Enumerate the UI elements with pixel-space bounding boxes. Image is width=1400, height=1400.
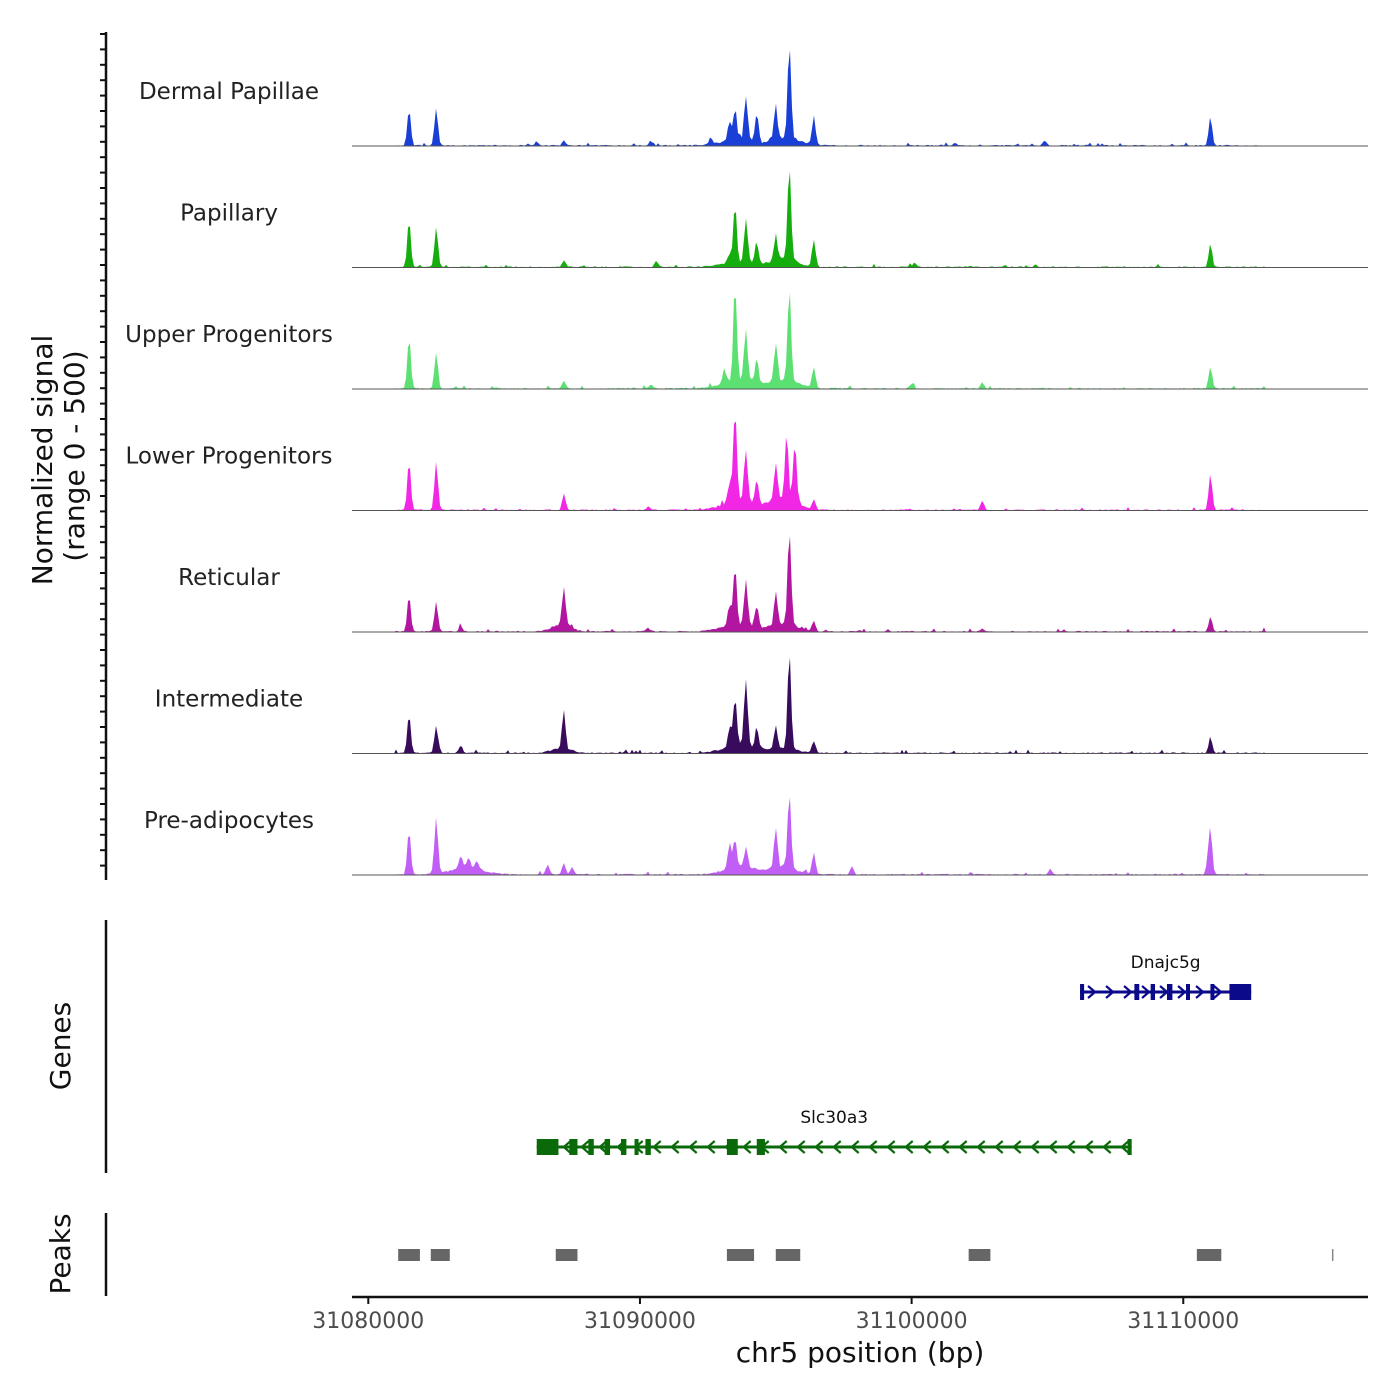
gene-exon <box>1127 1139 1132 1155</box>
coverage-area <box>352 797 1368 875</box>
strand-arrow <box>1102 1140 1112 1154</box>
coverage-y-axis <box>100 32 108 880</box>
track-label: Lower Progenitors <box>126 444 333 470</box>
coverage-track: Dermal Papillae <box>139 50 1368 147</box>
strand-arrow <box>796 1140 806 1154</box>
gene-exon <box>620 1139 627 1155</box>
gene-exon <box>1150 984 1156 1000</box>
gene-exon <box>588 1139 594 1155</box>
strand-arrow <box>778 1140 788 1154</box>
strand-arrow <box>652 1140 662 1154</box>
strand-arrow <box>976 1140 986 1154</box>
gene-exon <box>1166 984 1173 1000</box>
strand-arrow <box>922 1140 932 1154</box>
strand-arrow <box>1087 985 1097 999</box>
track-label: Intermediate <box>155 687 303 713</box>
peak-region <box>398 1249 420 1261</box>
coverage-area <box>352 50 1368 146</box>
coverage-area <box>352 536 1368 632</box>
x-axis-title: chr5 position (bp) <box>736 1336 985 1369</box>
strand-arrow <box>688 1140 698 1154</box>
strand-arrow <box>1084 1140 1094 1154</box>
strand-arrow <box>1105 985 1115 999</box>
gene-exon <box>1229 984 1252 1000</box>
peak-region <box>968 1249 991 1261</box>
strand-arrow <box>1120 1140 1130 1154</box>
genes-panel: Dnajc5g Slc30a3 <box>104 920 1252 1173</box>
x-tick-label: 31100000 <box>856 1309 968 1334</box>
strand-arrow <box>1195 985 1205 999</box>
strand-arrow <box>1066 1140 1076 1154</box>
strand-arrow <box>868 1140 878 1154</box>
strand-arrow <box>1030 1140 1040 1154</box>
strand-arrow <box>886 1140 896 1154</box>
gene-exon <box>1185 984 1190 1000</box>
strand-arrow <box>958 1140 968 1154</box>
gene-exon <box>1134 984 1140 1000</box>
peak-region <box>1196 1249 1222 1261</box>
coverage-track: Pre-adipocytes <box>144 797 1368 876</box>
strand-arrow <box>580 1140 590 1154</box>
coverage-area <box>352 171 1368 268</box>
coverage-track: Lower Progenitors <box>126 421 1368 511</box>
gene-exon <box>726 1139 738 1155</box>
gene-exon <box>569 1139 578 1155</box>
gene-exon <box>756 1139 765 1155</box>
gene-model: Dnajc5g <box>1080 953 1252 1000</box>
strand-arrow <box>1048 1140 1058 1154</box>
gene-exon <box>645 1139 651 1155</box>
coverage-panel: Dermal Papillae Papillary Upper Progenitor… <box>125 50 1368 876</box>
peak-region <box>555 1249 578 1261</box>
gene-label: Slc30a3 <box>800 1108 868 1128</box>
track-label: Reticular <box>178 565 280 591</box>
gene-exon <box>1080 984 1085 1000</box>
strand-arrow <box>1123 985 1133 999</box>
coverage-track: Upper Progenitors <box>125 293 1368 390</box>
coverage-area <box>352 421 1368 511</box>
strand-arrow <box>1012 1140 1022 1154</box>
y-axis-title-line1: Normalized signal <box>26 335 59 586</box>
track-label: Dermal Papillae <box>139 79 319 105</box>
strand-arrow <box>1213 985 1223 999</box>
strand-arrow <box>742 1140 752 1154</box>
strand-arrow <box>1177 985 1187 999</box>
strand-arrow <box>670 1140 680 1154</box>
x-axis: 31080000 31090000 31100000 31110000 <box>312 1295 1368 1334</box>
y-axis-title-line2: (range 0 - 500) <box>58 350 91 561</box>
coverage-track: Reticular <box>178 536 1368 633</box>
gene-exon <box>634 1139 639 1155</box>
peaks-axis-title: Peaks <box>44 1213 77 1294</box>
strand-arrow <box>832 1140 842 1154</box>
gene-exon <box>536 1139 559 1155</box>
x-tick-label: 31110000 <box>1127 1309 1239 1334</box>
strand-arrow <box>598 1140 608 1154</box>
coverage-area <box>352 657 1368 754</box>
peak-region <box>430 1249 450 1261</box>
strand-arrow <box>904 1140 914 1154</box>
strand-arrow <box>814 1140 824 1154</box>
coverage-area <box>352 293 1368 389</box>
strand-arrow <box>706 1140 716 1154</box>
coverage-track: Papillary <box>180 171 1368 268</box>
gene-label: Dnajc5g <box>1131 953 1201 973</box>
strand-arrow <box>562 1140 572 1154</box>
gene-exon <box>1210 984 1215 1000</box>
coverage-track: Intermediate <box>155 657 1368 754</box>
strand-arrow <box>1141 985 1151 999</box>
strand-arrow <box>994 1140 1004 1154</box>
track-label: Papillary <box>180 201 278 227</box>
gene-model: Slc30a3 <box>536 1108 1132 1155</box>
strand-arrow <box>850 1140 860 1154</box>
peak-region <box>775 1249 801 1261</box>
track-label: Pre-adipocytes <box>144 808 314 834</box>
peak-region <box>726 1249 755 1261</box>
x-tick-label: 31090000 <box>584 1309 696 1334</box>
strand-arrow <box>940 1140 950 1154</box>
track-label: Upper Progenitors <box>125 322 333 348</box>
peaks-panel <box>104 1213 1334 1296</box>
x-tick-label: 31080000 <box>312 1309 424 1334</box>
gene-exon <box>604 1139 611 1155</box>
genes-axis-title: Genes <box>44 1002 77 1090</box>
